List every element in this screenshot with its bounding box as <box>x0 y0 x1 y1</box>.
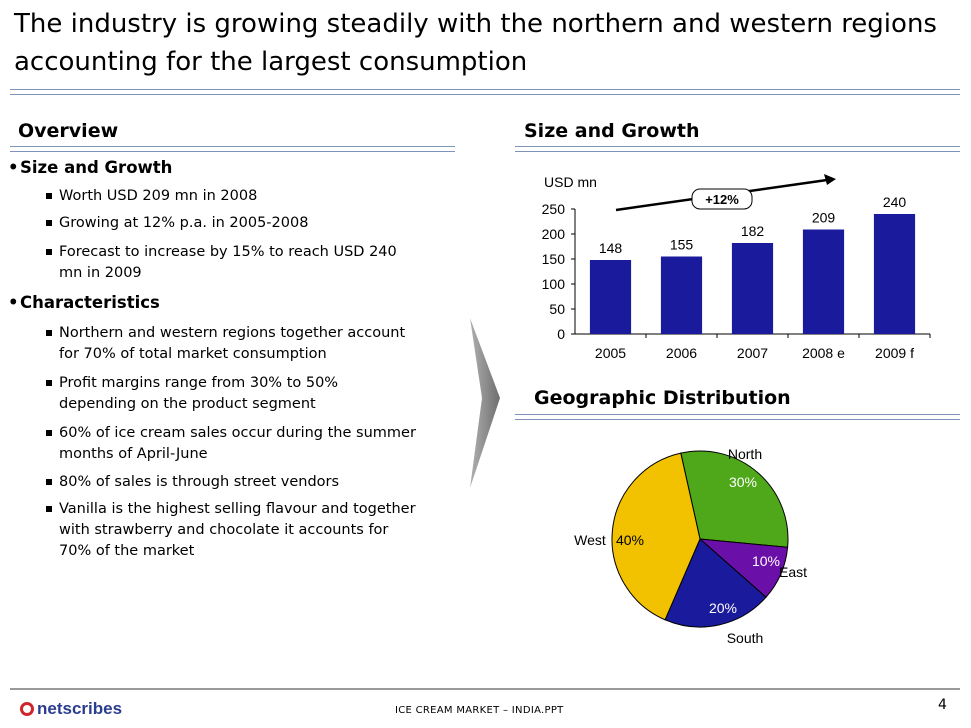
bar <box>873 214 916 334</box>
bar-value-label: 240 <box>883 194 907 210</box>
arrowhead-icon <box>824 174 836 185</box>
list-item-text: Forecast to increase by 15% to reach USD… <box>59 244 397 281</box>
pie-slice-west <box>611 452 701 621</box>
list-item-text: Worth USD 209 mn in 2008 <box>59 188 258 204</box>
square-bullet-icon <box>46 479 52 485</box>
pie-percent-label: 10% <box>752 553 780 569</box>
x-tick-label: 2007 <box>737 345 768 361</box>
square-bullet-icon <box>46 220 52 226</box>
list-item: 80% of sales is through street vendors <box>46 472 419 493</box>
list-item-text: Northern and western regions together ac… <box>59 325 406 362</box>
x-tick-label: 2006 <box>666 345 697 361</box>
slide-title: The industry is growing steadily with th… <box>14 9 937 77</box>
square-bullet-icon <box>46 249 52 255</box>
growth-badge <box>691 188 753 210</box>
list-item: 60% of ice cream sales occur during the … <box>46 423 419 465</box>
x-tick-label: 2005 <box>595 345 626 361</box>
y-axis-label: USD mn <box>544 174 597 190</box>
bar <box>589 260 632 334</box>
list-item: Northern and western regions together ac… <box>46 323 419 365</box>
overview-heading: Overview <box>18 120 119 142</box>
pie-slice-label: North <box>728 446 762 462</box>
logo-ring-icon <box>20 702 34 716</box>
bar <box>731 243 774 334</box>
square-bullet-icon <box>46 506 52 512</box>
y-tick-label: 150 <box>542 251 566 267</box>
page-number: 4 <box>938 697 947 713</box>
bar-value-label: 182 <box>741 223 765 239</box>
pie-slice-north <box>680 450 789 548</box>
geo-divider <box>515 414 960 420</box>
pie-slice-label: West <box>574 532 606 548</box>
square-bullet-icon <box>46 430 52 436</box>
square-bullet-icon <box>46 330 52 336</box>
list-item-text: Profit margins range from 30% to 50% dep… <box>59 375 339 412</box>
bar-value-label: 148 <box>599 240 623 256</box>
y-tick-label: 200 <box>542 226 566 242</box>
bar <box>660 256 703 334</box>
x-tick-label: 2008 e <box>802 345 845 361</box>
growth-label: +12% <box>705 192 739 207</box>
pie-chart: 30% North 10%East 20% South 40% West <box>574 446 807 646</box>
chevron-right-icon <box>470 318 500 488</box>
square-bullet-icon <box>46 193 52 199</box>
list-item: Forecast to increase by 15% to reach USD… <box>46 242 419 284</box>
size-growth-heading: Size and Growth <box>524 120 700 142</box>
bar-chart: USD mn 0 50 100 150 200 250 148 155 182 209 240 2… <box>542 174 931 361</box>
y-tick-label: 250 <box>542 201 566 217</box>
logo-text: netscribes <box>37 699 123 718</box>
company-logo: netscribes <box>20 699 122 719</box>
bullet-label: Size and Growth <box>20 158 173 177</box>
bar-value-label: 155 <box>670 237 694 253</box>
pie-percent-label: 30% <box>729 474 757 490</box>
square-bullet-icon <box>46 380 52 386</box>
y-tick-label: 100 <box>542 276 566 292</box>
overview-divider <box>10 146 455 152</box>
y-tick-label: 0 <box>557 326 565 342</box>
bullet-dot: • <box>8 293 19 312</box>
size-growth-divider <box>515 146 960 152</box>
title-divider <box>10 89 960 95</box>
list-item-text: Vanilla is the highest selling flavour a… <box>59 501 416 559</box>
pie-slice-label: South <box>727 630 764 646</box>
pie-percent-label: 20% <box>709 600 737 616</box>
bullet-label: Characteristics <box>20 293 160 312</box>
pie-percent-label: 40% <box>616 532 644 548</box>
list-item-text: 60% of ice cream sales occur during the … <box>59 425 416 462</box>
pie-slice-south <box>664 538 767 628</box>
list-item: Profit margins range from 30% to 50% dep… <box>46 373 419 415</box>
bullet-dot: • <box>8 158 19 177</box>
footer-divider <box>10 688 960 690</box>
geo-heading: Geographic Distribution <box>534 387 791 409</box>
growth-annotation: +12% <box>615 174 836 212</box>
footer-text: ICE CREAM MARKET – INDIA.PPT <box>395 705 564 716</box>
pie-slice-label: East <box>779 564 807 580</box>
bar <box>802 229 845 334</box>
y-tick-label: 50 <box>549 301 565 317</box>
x-tick-label: 2009 f <box>875 345 914 361</box>
bullet-size-growth: • Size and Growth <box>8 158 173 177</box>
list-item: Vanilla is the highest selling flavour a… <box>46 499 419 562</box>
bullet-characteristics: • Characteristics <box>8 293 160 312</box>
list-item-text: 80% of sales is through street vendors <box>59 474 340 490</box>
list-item-text: Growing at 12% p.a. in 2005-2008 <box>59 215 309 231</box>
list-item: Worth USD 209 mn in 2008 <box>46 186 419 207</box>
list-item: Growing at 12% p.a. in 2005-2008 <box>46 213 419 234</box>
bar-value-label: 209 <box>812 210 836 226</box>
